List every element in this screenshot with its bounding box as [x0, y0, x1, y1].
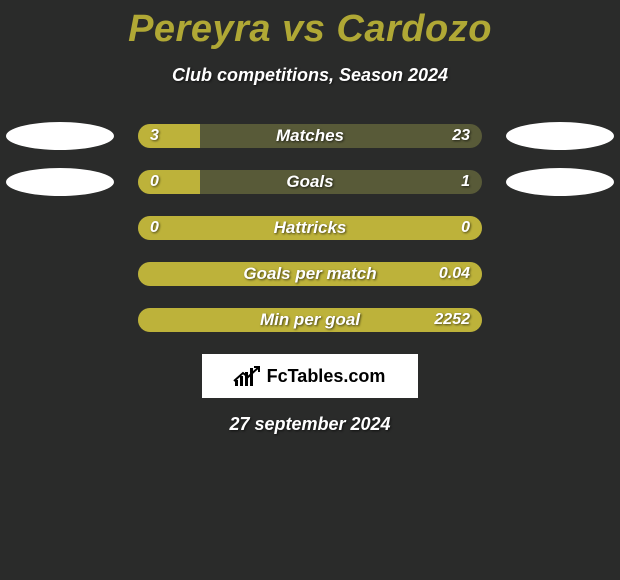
player-badge-left — [6, 122, 114, 150]
stat-row: 0.04Goals per match — [0, 262, 620, 286]
comparison-card: Pereyra vs Cardozo Club competitions, Se… — [0, 0, 620, 580]
stat-label: Min per goal — [138, 308, 482, 332]
stat-row: 01Goals — [0, 170, 620, 194]
page-title: Pereyra vs Cardozo — [0, 0, 620, 51]
brand-badge[interactable]: FcTables.com — [202, 354, 418, 398]
stat-bar: 2252Min per goal — [138, 308, 482, 332]
date-stamp: 27 september 2024 — [0, 414, 620, 435]
player-badge-right — [506, 122, 614, 150]
stats-container: 323Matches 01Goals 00Hattricks 0.04Goals pe… — [0, 124, 620, 332]
stat-bar: 00Hattricks — [138, 216, 482, 240]
bar-chart-icon — [235, 366, 261, 386]
player-badge-right — [506, 168, 614, 196]
stat-label: Goals — [138, 170, 482, 194]
subtitle: Club competitions, Season 2024 — [0, 65, 620, 86]
stat-label: Goals per match — [138, 262, 482, 286]
trend-arrow-icon — [233, 366, 261, 384]
stat-label: Matches — [138, 124, 482, 148]
player-badge-left — [6, 168, 114, 196]
stat-bar: 323Matches — [138, 124, 482, 148]
stat-bar: 01Goals — [138, 170, 482, 194]
brand-text: FcTables.com — [267, 366, 386, 387]
stat-row: 2252Min per goal — [0, 308, 620, 332]
stat-bar: 0.04Goals per match — [138, 262, 482, 286]
stat-row: 00Hattricks — [0, 216, 620, 240]
stat-row: 323Matches — [0, 124, 620, 148]
stat-label: Hattricks — [138, 216, 482, 240]
